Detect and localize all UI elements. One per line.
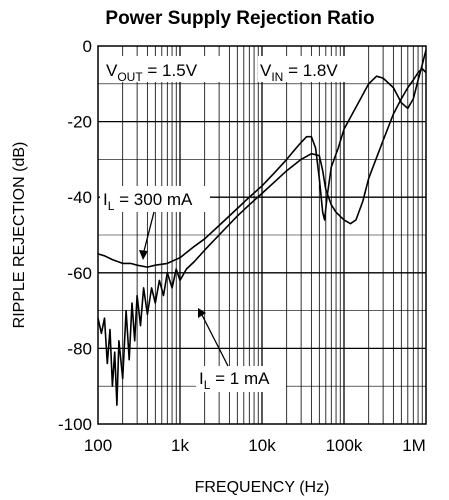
chart-title: Power Supply Rejection Ratio [105,8,374,29]
x-tick-label: 1M [402,436,426,455]
x-axis-label: FREQUENCY (Hz) [195,479,330,496]
x-tick-label: 100k [326,436,363,455]
annotation-vout: VOUT = 1.5V [104,56,220,84]
series-line-2 [97,67,427,406]
y-tick-label: -20 [67,113,92,132]
x-tick-label: 10k [248,436,276,455]
arrow-il-300-head [139,250,148,260]
annotation-il-300-bg [100,186,210,212]
arrow-il-1-line [200,312,229,367]
y-tick-label: -40 [67,188,92,207]
annotation-il-300: IL = 300 mA [100,186,210,213]
arrow-il-300 [139,211,155,260]
arrow-il-1 [198,308,229,367]
annotation-il-1-bg [196,366,286,392]
annotation-vin: VIN = 1.8V [258,56,360,84]
x-tick-label: 1k [171,436,189,455]
annotation-vout-bg [104,56,220,82]
y-axis-label: RIPPLE REJECTION (dB) [11,142,28,329]
annotation-vin-bg [258,56,360,82]
series-line-1 [97,49,427,268]
y-tick-label: -100 [58,415,92,434]
y-tick-label: -80 [67,339,92,358]
annotation-vin-text: VIN = 1.8V [260,61,338,84]
grid [98,46,426,424]
annotation-vout-text: VOUT = 1.5V [106,61,198,84]
y-tick-label: 0 [83,37,92,56]
arrow-il-1-head [198,308,206,318]
y-tick-label: -60 [67,264,92,283]
series-layer [97,49,427,406]
plot-area [97,45,427,425]
annotation-il-1-text: IL = 1 mA [199,369,270,392]
annotation-il-300-text: IL = 300 mA [103,190,193,213]
annotation-il-1: IL = 1 mA [196,366,286,392]
tick-labels: 100 1k 10k 100k 1M 0 -20 -40 -60 -80 -100 [58,37,426,455]
x-tick-label: 100 [84,436,112,455]
arrow-il-300-line [142,211,155,256]
